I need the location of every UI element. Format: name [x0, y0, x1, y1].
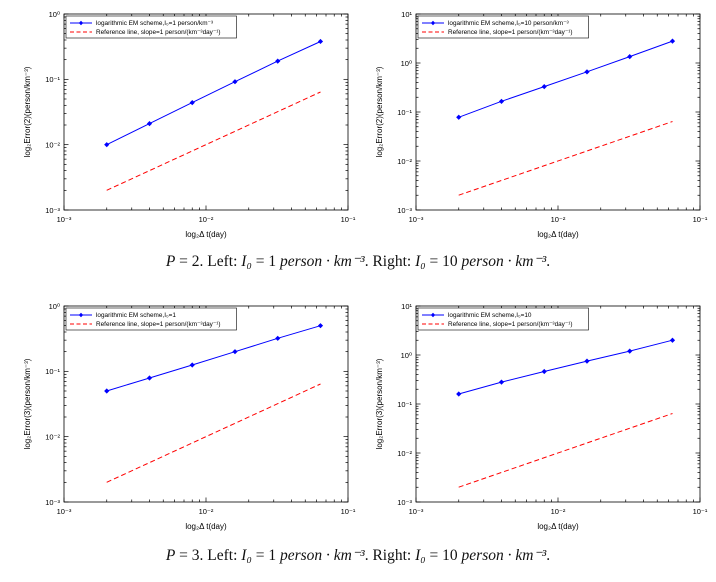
chart-canvas: 10⁻³ 10⁻² 10⁻¹ 10⁻³ 10⁻² 10⁻¹ 10⁰ log₂Δ t(day) l… — [23, 10, 356, 239]
svg-text:10⁰: 10⁰ — [401, 59, 412, 68]
legend-entry: Reference line, slope=1 person/(km⁻³day⁻… — [448, 29, 573, 36]
chart-canvas: 10⁻³ 10⁻² 10⁻¹ 10⁻³ 10⁻² 10⁻¹ 10⁰ 10¹ log₂Δ t(da… — [375, 302, 708, 531]
chart-p3-i0-1: 10⁻³ 10⁻² 10⁻¹ 10⁻³ 10⁻² 10⁻¹ 10⁰ log₂Δ t(day) l… — [18, 298, 362, 538]
caption-segment: P — [165, 253, 176, 270]
svg-text:10⁻¹: 10⁻¹ — [45, 75, 60, 84]
svg-text:10⁻²: 10⁻² — [397, 449, 412, 458]
y-axis-label: log₂Error(3)(person/km⁻³) — [23, 358, 32, 449]
y-axis-label: log₂Error(3)(person/km⁻³) — [375, 358, 384, 449]
caption-segment: person · km⁻³ — [461, 547, 547, 564]
svg-text:10⁻²: 10⁻² — [45, 140, 60, 149]
chart-p3-i0-10: 10⁻³ 10⁻² 10⁻¹ 10⁻³ 10⁻² 10⁻¹ 10⁰ 10¹ log₂Δ t(da… — [370, 298, 714, 538]
svg-text:10⁻³: 10⁻³ — [57, 507, 72, 516]
chart-canvas: 10⁻³ 10⁻² 10⁻¹ 10⁻³ 10⁻² 10⁻¹ 10⁰ 10¹ log₂Δ t(da… — [375, 10, 708, 239]
svg-text:10⁰: 10⁰ — [49, 302, 60, 311]
caption-segment: I₀ — [415, 253, 426, 270]
caption-segment: person · km⁻³ — [279, 547, 365, 564]
svg-text:10⁻²: 10⁻² — [199, 215, 214, 224]
svg-text:10⁻³: 10⁻³ — [45, 206, 60, 215]
caption-segment: . — [546, 253, 551, 270]
legend-entry: logarithmic EM scheme,I₀=1 — [96, 312, 176, 319]
svg-text:10¹: 10¹ — [401, 10, 412, 19]
svg-text:10¹: 10¹ — [401, 302, 412, 311]
svg-text:10⁻²: 10⁻² — [551, 215, 566, 224]
y-axis-label: log₂Error(2)(person/km⁻³) — [375, 66, 384, 157]
legend-box — [417, 15, 589, 39]
svg-text:10⁻¹: 10⁻¹ — [45, 367, 60, 376]
svg-text:10⁰: 10⁰ — [401, 351, 412, 360]
svg-text:10⁻¹: 10⁻¹ — [397, 108, 412, 117]
caption-segment: . — [546, 547, 551, 564]
svg-text:10⁻¹: 10⁻¹ — [693, 507, 708, 516]
svg-text:10⁻²: 10⁻² — [397, 157, 412, 166]
svg-text:10⁻³: 10⁻³ — [397, 206, 412, 215]
caption-segment: person · km⁻³ — [279, 253, 365, 270]
caption-segment: = 10 — [425, 253, 462, 270]
chart-canvas: 10⁻³ 10⁻² 10⁻¹ 10⁻³ 10⁻² 10⁻¹ 10⁰ log₂Δ t(day) l… — [23, 302, 356, 531]
caption-p3: P = 3. Left: I₀ = 1 person · km⁻³. Right… — [0, 546, 716, 565]
svg-text:10⁻¹: 10⁻¹ — [341, 215, 356, 224]
svg-text:10⁻³: 10⁻³ — [57, 215, 72, 224]
legend-entry: Reference line, slope=1 person/(km⁻³day⁻… — [448, 321, 573, 328]
svg-text:10⁻¹: 10⁻¹ — [397, 400, 412, 409]
svg-text:10⁰: 10⁰ — [49, 10, 60, 19]
caption-p2: P = 2. Left: I₀ = 1 person · km⁻³. Right… — [0, 252, 716, 271]
legend-entry: logarithmic EM scheme,I₀=1 person/km⁻³ — [96, 20, 213, 27]
x-axis-label: log₂Δ t(day) — [537, 230, 579, 239]
caption-segment: = 1 — [251, 547, 280, 564]
svg-text:10⁻¹: 10⁻¹ — [693, 215, 708, 224]
svg-text:10⁻²: 10⁻² — [45, 432, 60, 441]
caption-segment: = 2. Left: — [175, 253, 242, 270]
caption-segment: . Right: — [364, 253, 416, 270]
caption-segment: = 1 — [251, 253, 280, 270]
caption-segment: I₀ — [241, 547, 252, 564]
legend-entry: logarithmic EM scheme,I₀=10 person/km⁻³ — [448, 20, 569, 27]
legend-box — [417, 307, 589, 331]
x-axis-label: log₂Δ t(day) — [185, 522, 227, 531]
caption-segment: = 10 — [425, 547, 462, 564]
legend-box — [65, 307, 237, 331]
caption-segment: person · km⁻³ — [461, 253, 547, 270]
svg-text:10⁻¹: 10⁻¹ — [341, 507, 356, 516]
caption-segment: P — [165, 547, 176, 564]
caption-segment: = 3. Left: — [175, 547, 242, 564]
legend-box — [65, 15, 237, 39]
svg-text:10⁻²: 10⁻² — [199, 507, 214, 516]
svg-text:10⁻³: 10⁻³ — [45, 498, 60, 507]
svg-text:10⁻³: 10⁻³ — [397, 498, 412, 507]
legend-entry: logarithmic EM scheme,I₀=10 — [448, 312, 532, 319]
chart-p2-i0-10: 10⁻³ 10⁻² 10⁻¹ 10⁻³ 10⁻² 10⁻¹ 10⁰ 10¹ log₂Δ t(da… — [370, 6, 714, 246]
legend-entry: Reference line, slope=1 person/(km⁻³day⁻… — [96, 29, 221, 36]
y-axis-label: log₂Error(2)(person/km⁻³) — [23, 66, 32, 157]
x-axis-label: log₂Δ t(day) — [185, 230, 227, 239]
svg-text:10⁻²: 10⁻² — [551, 507, 566, 516]
legend-entry: Reference line, slope=1 person/(km⁻³day⁻… — [96, 321, 221, 328]
caption-segment: . Right: — [364, 547, 416, 564]
svg-text:10⁻³: 10⁻³ — [409, 507, 424, 516]
caption-segment: I₀ — [241, 253, 252, 270]
x-axis-label: log₂Δ t(day) — [537, 522, 579, 531]
chart-p2-i0-1: 10⁻³ 10⁻² 10⁻¹ 10⁻³ 10⁻² 10⁻¹ 10⁰ log₂Δ t(day) l… — [18, 6, 362, 246]
svg-text:10⁻³: 10⁻³ — [409, 215, 424, 224]
caption-segment: I₀ — [415, 547, 426, 564]
